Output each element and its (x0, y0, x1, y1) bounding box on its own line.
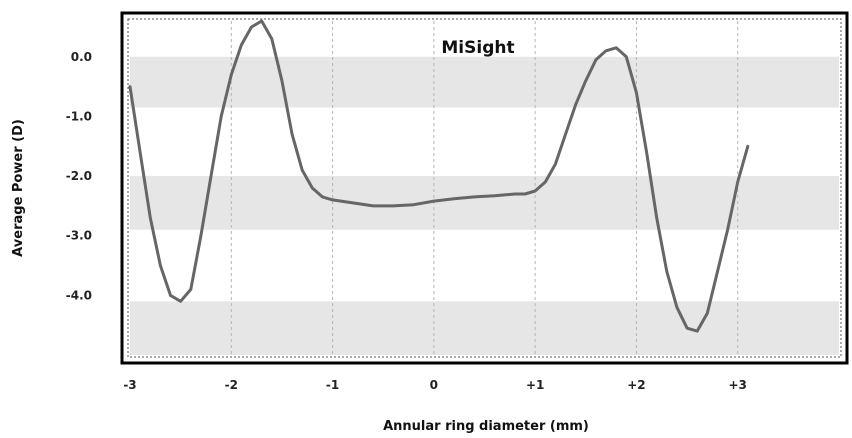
x-tick-label: +3 (729, 378, 747, 392)
chart-title: MiSight (441, 38, 514, 58)
plot-bands (130, 56, 839, 355)
x-tick-label: -2 (225, 378, 238, 392)
y-tick-label: -2.0 (66, 169, 92, 183)
x-axis-ticks: -3 -2 -1 0 +1 +2 +3 (123, 378, 747, 392)
y-axis-ticks: 0.0 -1.0 -2.0 -3.0 -4.0 (66, 50, 92, 303)
y-tick-label: 0.0 (71, 50, 92, 64)
band-0 (130, 56, 839, 108)
y-tick-label: -1.0 (66, 109, 92, 123)
y-tick-label: -3.0 (66, 229, 92, 243)
y-axis-label: Average Power (D) (11, 119, 26, 257)
series-line (128, 19, 750, 333)
series-group (128, 19, 750, 333)
band-2 (130, 301, 839, 355)
y-tick-label: -4.0 (66, 288, 92, 302)
x-tick-label: 0 (430, 378, 438, 392)
band-1 (130, 176, 839, 230)
x-axis-label: Annular ring diameter (mm) (383, 419, 589, 434)
plot-frame (120, 11, 849, 365)
x-tick-label: +1 (526, 378, 544, 392)
x-tick-label: -1 (326, 378, 339, 392)
x-tick-label: -3 (123, 378, 136, 392)
x-tick-label: +2 (627, 378, 645, 392)
